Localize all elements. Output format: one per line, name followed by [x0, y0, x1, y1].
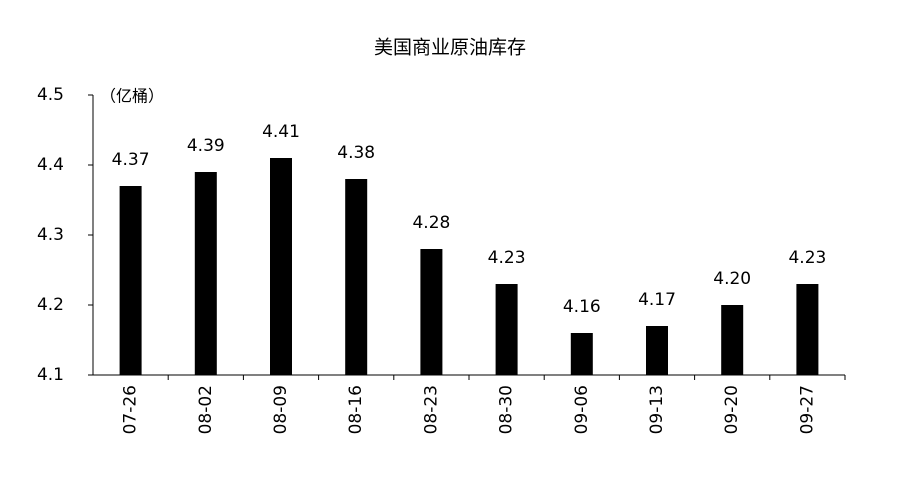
y-tick-label: 4.2 — [37, 295, 64, 315]
bar — [646, 326, 668, 375]
x-tick-label: 09-13 — [647, 385, 667, 434]
x-tick-label: 09-27 — [797, 385, 817, 434]
value-label: 4.17 — [638, 290, 676, 310]
bar — [270, 158, 292, 375]
bar — [495, 284, 518, 375]
bar — [194, 172, 217, 375]
value-label: 4.39 — [187, 136, 225, 156]
x-tick-label: 08-30 — [497, 385, 517, 434]
bar — [796, 284, 819, 375]
x-tick-label: 07-26 — [121, 385, 141, 434]
y-tick-label: 4.4 — [37, 155, 64, 175]
y-tick-label: 4.3 — [37, 225, 64, 245]
bar — [345, 179, 368, 375]
x-tick-label: 09-20 — [722, 385, 742, 434]
value-label: 4.37 — [112, 150, 150, 170]
value-label: 4.28 — [412, 213, 450, 233]
value-label: 4.16 — [563, 297, 601, 317]
x-tick-label: 08-16 — [346, 385, 366, 434]
x-tick-label: 08-02 — [196, 385, 216, 434]
bar — [420, 249, 443, 375]
value-label: 4.23 — [488, 248, 526, 268]
y-tick-label: 4.5 — [37, 85, 64, 105]
bar — [721, 305, 744, 375]
value-label: 4.20 — [713, 269, 751, 289]
chart-title: 美国商业原油库存 — [374, 37, 526, 59]
y-tick-label: 4.1 — [37, 365, 64, 385]
unit-label: （亿桶） — [100, 87, 164, 106]
x-tick-label: 08-09 — [271, 385, 291, 434]
x-tick-label: 09-06 — [572, 385, 592, 434]
x-tick-label: 08-23 — [421, 385, 441, 434]
value-label: 4.41 — [262, 122, 300, 142]
value-label: 4.23 — [788, 248, 826, 268]
bar — [570, 333, 593, 375]
value-label: 4.38 — [337, 143, 375, 163]
bar — [119, 186, 142, 375]
